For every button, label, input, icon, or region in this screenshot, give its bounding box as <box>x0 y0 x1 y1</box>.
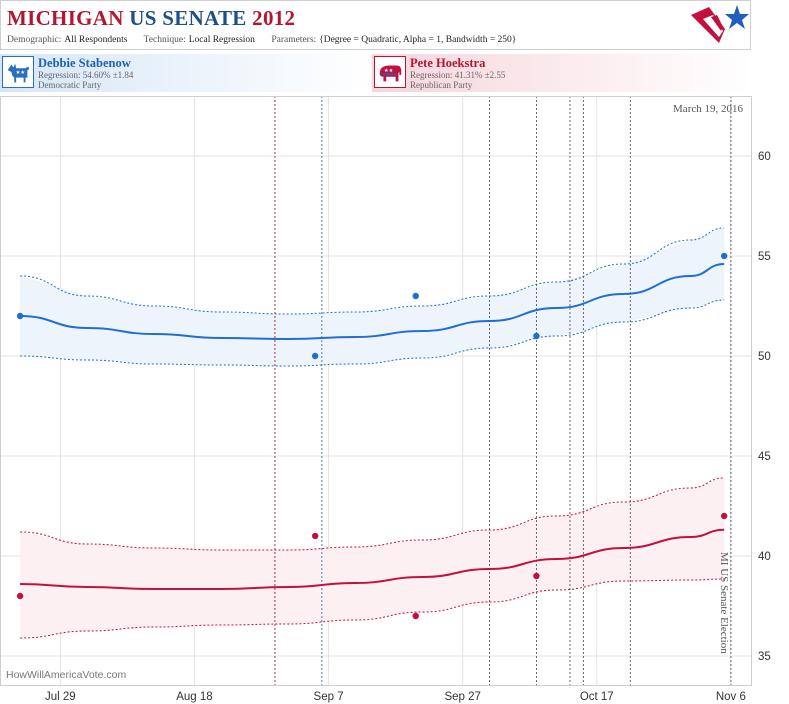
poll-chart: Jul 29 Aug 18 Sep 7 Sep 27 Oct 17 Nov 6 35 40 45… <box>0 96 771 703</box>
demographic-label: Demographic: <box>7 35 62 45</box>
candidate-regression: Regression: 41.31% ±2.55 <box>410 70 506 80</box>
election-label: MI US Senate Election <box>718 552 730 654</box>
axis-ticks: Jul 29 Aug 18 Sep 7 Sep 27 Oct 17 Nov 6 35 40 45… <box>45 151 771 703</box>
elephant-icon <box>374 56 406 88</box>
confidence-bands <box>20 227 725 639</box>
y-tick-label: 55 <box>758 251 771 263</box>
plot-frame <box>0 96 752 686</box>
page-title: MICHIGAN US SENATE 2012 <box>7 6 295 31</box>
demographic-value: All Respondents <box>64 35 128 45</box>
x-tick-label: Aug 18 <box>176 691 212 703</box>
confidence-band <box>20 478 725 638</box>
candidate-republican: Pete Hoekstra Regression: 41.31% ±2.55 R… <box>372 54 751 92</box>
regression-curves <box>20 263 725 590</box>
title-year: 2012 <box>252 6 296 30</box>
poll-points <box>16 252 728 620</box>
donkey-icon <box>2 56 34 88</box>
poll-point <box>720 252 728 260</box>
poll-point <box>533 572 540 580</box>
title-race: US SENATE <box>129 6 247 30</box>
parameters-line: Demographic: All Respondents Technique: Lo… <box>7 35 530 45</box>
chart-header: MICHIGAN US SENATE 2012 Demographic: All … <box>0 0 751 50</box>
y-tick-label: 60 <box>758 151 771 163</box>
date-stamp: March 19, 2016 <box>673 103 743 115</box>
poll-point <box>533 332 540 340</box>
y-tick-label: 40 <box>758 551 771 563</box>
band-lower-edge <box>20 299 725 367</box>
band-upper-edge <box>20 477 725 551</box>
technique-label: Technique: <box>143 35 186 45</box>
band-upper-edge <box>20 227 725 315</box>
parameters-label: Parameters: <box>271 35 317 45</box>
candidate-name: Pete Hoekstra <box>410 56 486 70</box>
title-state: MICHIGAN <box>7 6 124 30</box>
poll-point <box>311 532 319 540</box>
regression-line <box>20 263 725 341</box>
poll-point <box>16 312 24 320</box>
x-tick-label: Nov 6 <box>716 691 746 703</box>
y-tick-label: 45 <box>758 451 771 463</box>
band-lower-edge <box>20 578 725 639</box>
watermark: HowWillAmericaVote.com <box>6 669 126 681</box>
candidate-party: Republican Party <box>410 80 473 90</box>
regression-line <box>20 528 725 590</box>
poll-point <box>720 512 728 520</box>
y-tick-label: 35 <box>758 651 771 663</box>
poll-point <box>311 352 319 360</box>
star-flag-logo-icon <box>691 5 749 43</box>
poll-point <box>412 612 419 620</box>
x-tick-label: Jul 29 <box>45 691 76 703</box>
parameters-value: {Degree = Quadratic, Alpha = 1, Bandwidt… <box>319 35 517 45</box>
x-tick-label: Oct 17 <box>580 691 614 703</box>
technique-value: Local Regression <box>188 35 255 45</box>
poll-point <box>16 592 24 600</box>
candidate-democrat: Debbie Stabenow Regression: 54.60% ±1.84… <box>0 54 372 92</box>
candidate-party: Democratic Party <box>38 80 102 90</box>
candidate-name: Debbie Stabenow <box>38 56 131 70</box>
y-tick-label: 50 <box>758 351 771 363</box>
x-tick-label: Sep 27 <box>444 691 480 703</box>
confidence-band <box>20 228 725 366</box>
x-tick-label: Sep 7 <box>314 691 344 703</box>
poll-point <box>412 292 419 300</box>
candidate-regression: Regression: 54.60% ±1.84 <box>38 70 134 80</box>
